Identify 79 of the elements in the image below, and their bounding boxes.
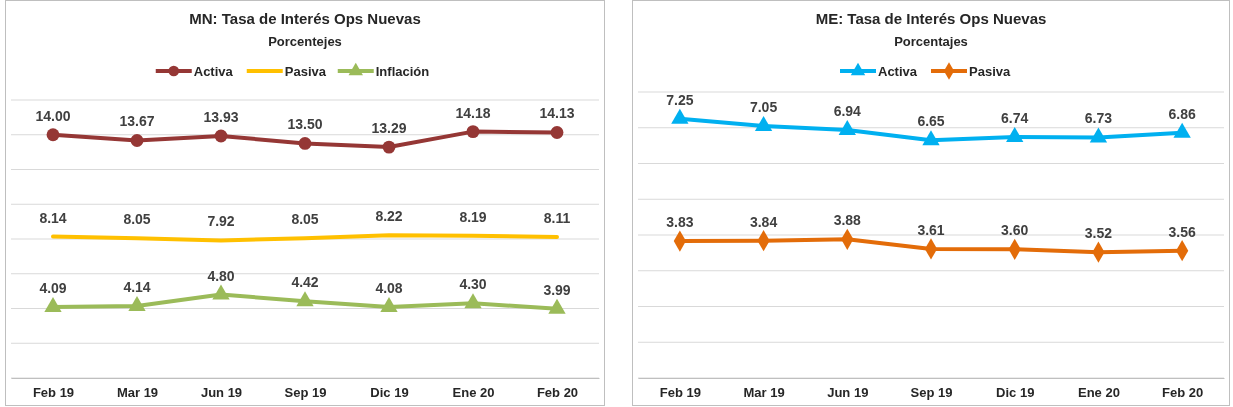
- point: [382, 140, 396, 154]
- data-label: 4.14: [123, 279, 151, 296]
- data-label: 13.29: [371, 120, 407, 137]
- x-tick-label: Jun 19: [827, 385, 869, 401]
- data-label: 4.09: [39, 279, 67, 296]
- data-label: 6.73: [1084, 110, 1113, 127]
- x-tick-label: Mar 19: [743, 385, 785, 401]
- point: [548, 298, 566, 314]
- data-label: 3.83: [666, 214, 694, 231]
- data-label: 4.30: [459, 276, 487, 293]
- point: [1006, 127, 1024, 143]
- data-label: 13.50: [287, 116, 323, 133]
- data-label: 3.61: [917, 221, 945, 238]
- legend-label: Pasiva: [969, 64, 1011, 79]
- data-label: 8.19: [459, 208, 487, 225]
- legend-label: Activa: [878, 64, 918, 79]
- data-label: 7.05: [749, 98, 778, 115]
- point: [296, 291, 314, 307]
- point: [380, 297, 398, 313]
- data-label: 6.74: [1001, 110, 1029, 127]
- x-tick-label: Ene 20: [1077, 385, 1120, 401]
- data-label: 6.65: [917, 113, 945, 130]
- point: [838, 119, 856, 135]
- data-label: 13.93: [203, 108, 239, 125]
- x-tick-label: Jun 19: [200, 385, 243, 401]
- data-label: 13.67: [119, 113, 155, 130]
- data-label: 3.84: [749, 213, 778, 230]
- point: [298, 137, 312, 150]
- x-tick-label: Sep 19: [284, 385, 327, 401]
- x-tick-label: Mar 19: [116, 385, 159, 401]
- x-tick-label: Dic 19: [370, 385, 409, 401]
- data-label: 8.11: [543, 210, 571, 227]
- point: [46, 128, 60, 142]
- point: [214, 129, 228, 143]
- data-label: 4.80: [207, 267, 235, 284]
- point: [212, 284, 230, 300]
- point: [128, 296, 146, 312]
- data-label: 3.60: [1001, 222, 1029, 239]
- data-label: 14.13: [539, 105, 575, 122]
- data-label: 7.25: [666, 91, 694, 108]
- data-label: 8.05: [123, 211, 151, 228]
- data-label: 8.14: [39, 209, 67, 226]
- point: [464, 293, 482, 309]
- data-label: 6.94: [833, 102, 862, 119]
- data-label: 4.08: [375, 280, 403, 297]
- point: [1173, 122, 1191, 138]
- chart-subtitle: Porcentejes: [268, 34, 342, 49]
- chart-subtitle: Porcentajes: [894, 34, 968, 49]
- legend-label: Pasiva: [284, 64, 327, 79]
- data-label: 8.22: [375, 208, 403, 225]
- data-label: 3.88: [833, 212, 862, 229]
- x-tick-label: Feb 20: [536, 385, 579, 401]
- x-tick-label: Feb 19: [659, 385, 701, 401]
- point: [466, 125, 480, 139]
- data-label: 4.42: [291, 274, 319, 291]
- data-label: 3.52: [1084, 225, 1113, 242]
- data-label: 7.92: [207, 213, 235, 230]
- legend-label: Inflación: [375, 64, 430, 79]
- chart-title: MN: Tasa de Interés Ops Nuevas: [189, 10, 421, 27]
- point: [922, 130, 940, 146]
- data-label: 3.56: [1168, 223, 1196, 240]
- point: [1089, 127, 1108, 143]
- legend-label: Activa: [193, 64, 234, 79]
- chart-title: ME: Tasa de Interés Ops Nuevas: [815, 10, 1047, 27]
- x-tick-label: Dic 19: [996, 385, 1035, 401]
- x-tick-label: Feb 20: [1162, 385, 1204, 401]
- point: [754, 115, 773, 131]
- x-tick-label: Ene 20: [452, 385, 495, 401]
- data-label: 6.86: [1168, 105, 1196, 122]
- point: [130, 134, 144, 147]
- data-label: 8.05: [291, 211, 319, 228]
- data-label: 3.99: [543, 281, 571, 298]
- x-tick-label: Feb 19: [32, 385, 75, 401]
- point: [671, 108, 689, 124]
- data-label: 14.18: [455, 104, 491, 121]
- point: [44, 296, 62, 312]
- data-label: 14.00: [35, 107, 71, 124]
- x-tick-label: Sep 19: [910, 385, 953, 401]
- point: [550, 126, 564, 139]
